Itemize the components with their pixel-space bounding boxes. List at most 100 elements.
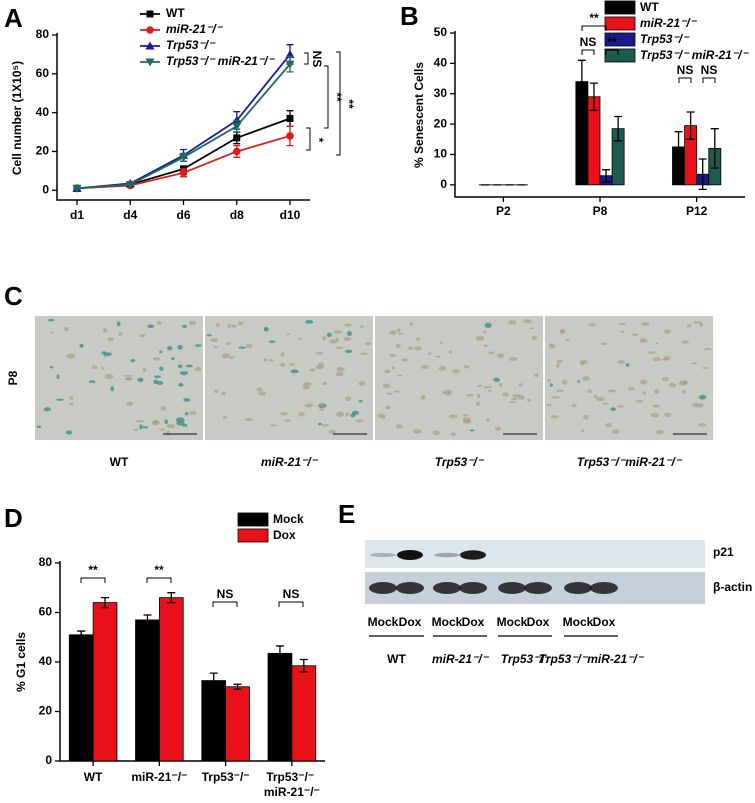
cell: [160, 406, 167, 411]
bar: [291, 665, 317, 762]
band: [524, 582, 552, 594]
cell: [650, 412, 660, 418]
cell: [156, 380, 164, 385]
cell: [91, 365, 98, 370]
cell: [698, 422, 707, 427]
legend-label: miR-21⁻/⁻: [166, 22, 224, 36]
significance-label: **: [589, 11, 599, 25]
group-label: WT: [387, 652, 406, 666]
significance-bracket: [324, 65, 329, 129]
cell: [322, 381, 327, 386]
y-tick-label: 80: [39, 555, 53, 569]
cell: [450, 432, 457, 437]
cell: [206, 334, 212, 337]
cell: [377, 413, 386, 418]
cell: [600, 342, 607, 346]
y-axis-title: Cell number (1X10⁵): [10, 61, 24, 175]
cell: [579, 359, 588, 365]
cell: [222, 415, 228, 419]
cell: [110, 386, 115, 392]
cell: [523, 319, 532, 324]
cell: [184, 411, 189, 416]
cell: [336, 367, 345, 372]
error-bar: [167, 592, 176, 604]
cell: [290, 369, 299, 374]
cell: [350, 413, 356, 418]
bar: [267, 652, 293, 762]
cell: [546, 403, 552, 407]
cell: [448, 414, 458, 419]
legend-label: WT: [640, 0, 659, 14]
cell: [358, 399, 363, 403]
marker: [146, 26, 154, 34]
cell: [483, 344, 488, 347]
marker: [146, 10, 154, 18]
cell: [393, 390, 402, 393]
cell: [463, 365, 470, 369]
cell: [395, 343, 401, 348]
series-line: [76, 135, 291, 190]
significance-label: NS: [701, 63, 718, 77]
marker: [179, 169, 188, 177]
cell: [280, 352, 285, 358]
cell: [475, 401, 480, 407]
cell: [409, 321, 414, 326]
cell: [167, 345, 173, 351]
cell: [322, 335, 327, 341]
cell: [178, 382, 184, 387]
bar: [158, 597, 184, 762]
band: [498, 582, 526, 594]
legend-label: Trp53⁻/⁻ miR-21⁻/⁻: [640, 48, 749, 62]
cell: [358, 381, 366, 386]
error-bar: [710, 128, 719, 169]
cell: [652, 357, 661, 362]
axis-line: [56, 33, 310, 201]
cell: [533, 373, 539, 378]
error-bar: [143, 614, 152, 626]
cell: [159, 350, 163, 354]
cell: [691, 362, 697, 365]
y-tick-label: 60: [39, 605, 53, 619]
cell: [508, 320, 517, 325]
error-bar: [209, 672, 218, 689]
cell: [166, 430, 171, 436]
cell: [663, 356, 671, 361]
cell: [432, 430, 441, 436]
cell: [655, 342, 659, 345]
cell: [414, 346, 422, 351]
cell: [407, 346, 414, 350]
cell: [359, 352, 369, 355]
error-bar: [686, 111, 695, 140]
cell: [63, 327, 69, 332]
y-tick-label: 50: [434, 25, 448, 39]
error-bar: [101, 597, 110, 609]
error-bar: [698, 158, 707, 191]
y-axis-title: % G1 cells: [14, 632, 28, 692]
legend-label: Trp53⁻/⁻ miR-21⁻/⁻: [166, 54, 275, 68]
cell: [384, 369, 391, 374]
cell: [421, 364, 429, 370]
cell: [147, 324, 155, 328]
cell: [345, 349, 353, 354]
cell: [364, 342, 372, 346]
cell: [625, 363, 630, 367]
cell: [602, 402, 609, 405]
bar: [92, 602, 118, 762]
x-tick-label: WT: [84, 770, 103, 784]
cell: [125, 377, 133, 381]
cell: [345, 396, 352, 402]
cell: [655, 429, 664, 435]
significance-label: NS: [283, 587, 300, 601]
cell: [288, 363, 295, 366]
marker: [286, 132, 294, 140]
cell: [617, 360, 625, 365]
cell: [66, 353, 76, 359]
cell: [588, 323, 597, 327]
error-bar: [577, 59, 586, 104]
cell: [139, 333, 146, 338]
cell: [627, 387, 635, 391]
y-tick-label: 20: [39, 704, 53, 718]
cell: [549, 383, 553, 387]
x-tick-label: d10: [280, 208, 301, 222]
bar: [225, 686, 250, 762]
